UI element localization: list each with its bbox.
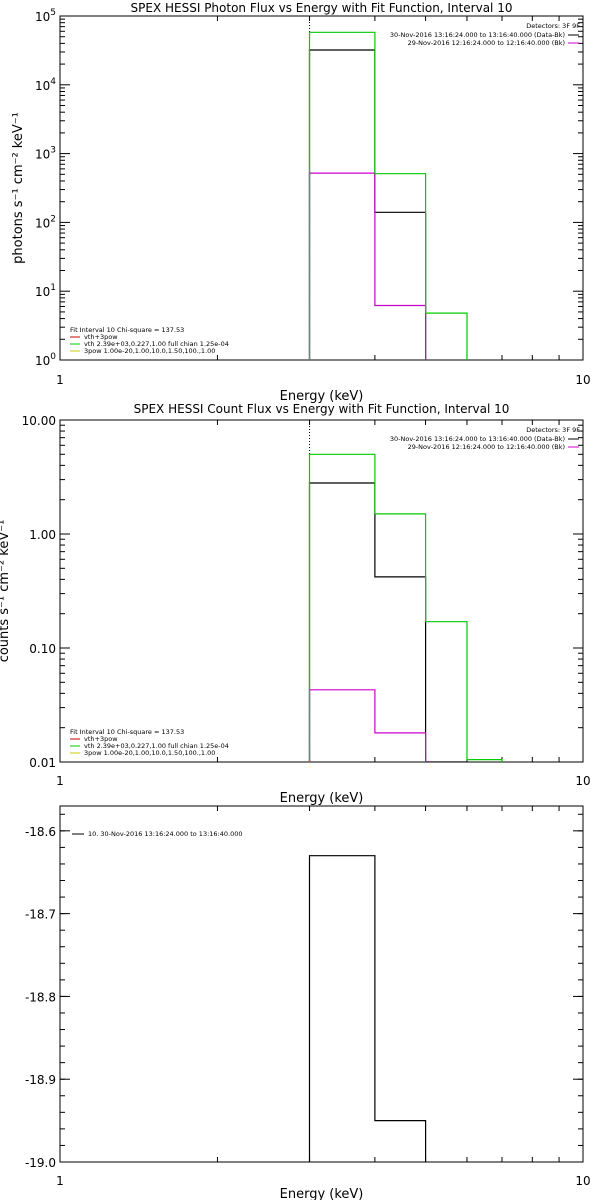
x-tick-label: 1 [56,774,64,788]
y-tick-label: 100 [35,352,56,368]
series-bk [308,172,427,360]
plot-frame [59,805,584,1163]
fit-legend-text: vth+3pow [84,735,118,743]
fit-legend-text: vth 2.39e+03,0.227,1.00 full chian 1.25e… [84,742,229,750]
fit-legend-text: vth 2.39e+03,0.227,1.00 full chian 1.25e… [84,340,229,348]
series-10-30-nov-2016-13-16-24-000-to-13-16-40-000 [308,855,427,1162]
chart-panel-1: SPEX HESSI Photon Flux vs Energy with Fi… [11,1,591,404]
x-axis-label: Energy (keV) [280,791,364,806]
series-data-bk [308,49,427,360]
plot-frame [59,15,584,361]
y-tick-label: 101 [35,283,56,299]
plot-frame [59,419,584,763]
detectors-label: Detectors: 3F 9F [526,22,580,30]
fit-legend-text: vth+3pow [84,333,118,341]
time-legend-text: 29-Nov-2016 12:16:24.000 to 12:16:40.000… [408,443,565,451]
y-tick-label: -18.6 [25,825,56,839]
time-legend-text: 29-Nov-2016 12:16:24.000 to 12:16:40.000… [408,39,565,47]
y-axis-label: photons s⁻¹ cm⁻² keV⁻¹ [11,112,26,264]
chart-panel-2: SPEX HESSI Count Flux vs Energy with Fit… [0,402,591,806]
y-tick-label: 1.00 [29,528,56,542]
x-tick-label: 10 [575,373,590,387]
series-vth [308,453,503,762]
fit-legend-text: 3pow 1.00e-20,1.00,10.0,1.50,100.,1.00 [84,749,215,757]
time-legend-text: 30-Nov-2016 13:16:24.000 to 13:16:40.000… [390,31,565,39]
fit-legend-header: Fit Interval 10 Chi-square = 137.53 [70,326,184,334]
x-axis-label: Energy (keV) [280,1187,364,1200]
y-tick-label: 0.01 [29,756,56,770]
series-vth [308,31,468,360]
y-tick-label: 104 [35,77,56,93]
y-tick-label: -18.8 [25,990,56,1004]
detectors-label: Detectors: 3F 9F [526,426,580,434]
y-tick-label: 102 [35,214,56,230]
y-tick-label: 10.00 [22,414,56,428]
fit-legend-text: 3pow 1.00e-20,1.00,10.0,1.50,100.,1.00 [84,347,215,355]
y-tick-label: -19.0 [25,1156,56,1170]
y-tick-label: 0.10 [29,642,56,656]
legend-text: 10. 30-Nov-2016 13:16:24.000 to 13:16:40… [88,830,242,838]
y-axis-label: counts s⁻¹ cm⁻² keV⁻¹ [0,520,12,663]
fit-legend-header: Fit Interval 10 Chi-square = 137.53 [70,728,184,736]
series-bk [308,689,427,762]
chart-panel-3: 1 10 Energy (keV) -19.0 -18.9 -18.8 -18.7 -18.6… [25,805,591,1200]
y-tick-label: -18.7 [25,908,56,922]
y-tick-label: 105 [35,8,56,24]
time-legend-text: 30-Nov-2016 13:16:24.000 to 13:16:40.000… [390,435,565,443]
x-tick-label: 10 [575,1174,590,1188]
x-tick-label: 10 [575,774,590,788]
chart-title: SPEX HESSI Photon Flux vs Energy with Fi… [131,1,513,15]
x-tick-label: 1 [56,373,64,387]
y-tick-label: 103 [35,146,56,162]
x-tick-label: 1 [56,1174,64,1188]
x-axis-label: Energy (keV) [280,389,364,404]
series-data-bk [308,482,467,762]
chart-title: SPEX HESSI Count Flux vs Energy with Fit… [134,402,510,416]
y-tick-label: -18.9 [25,1073,56,1087]
